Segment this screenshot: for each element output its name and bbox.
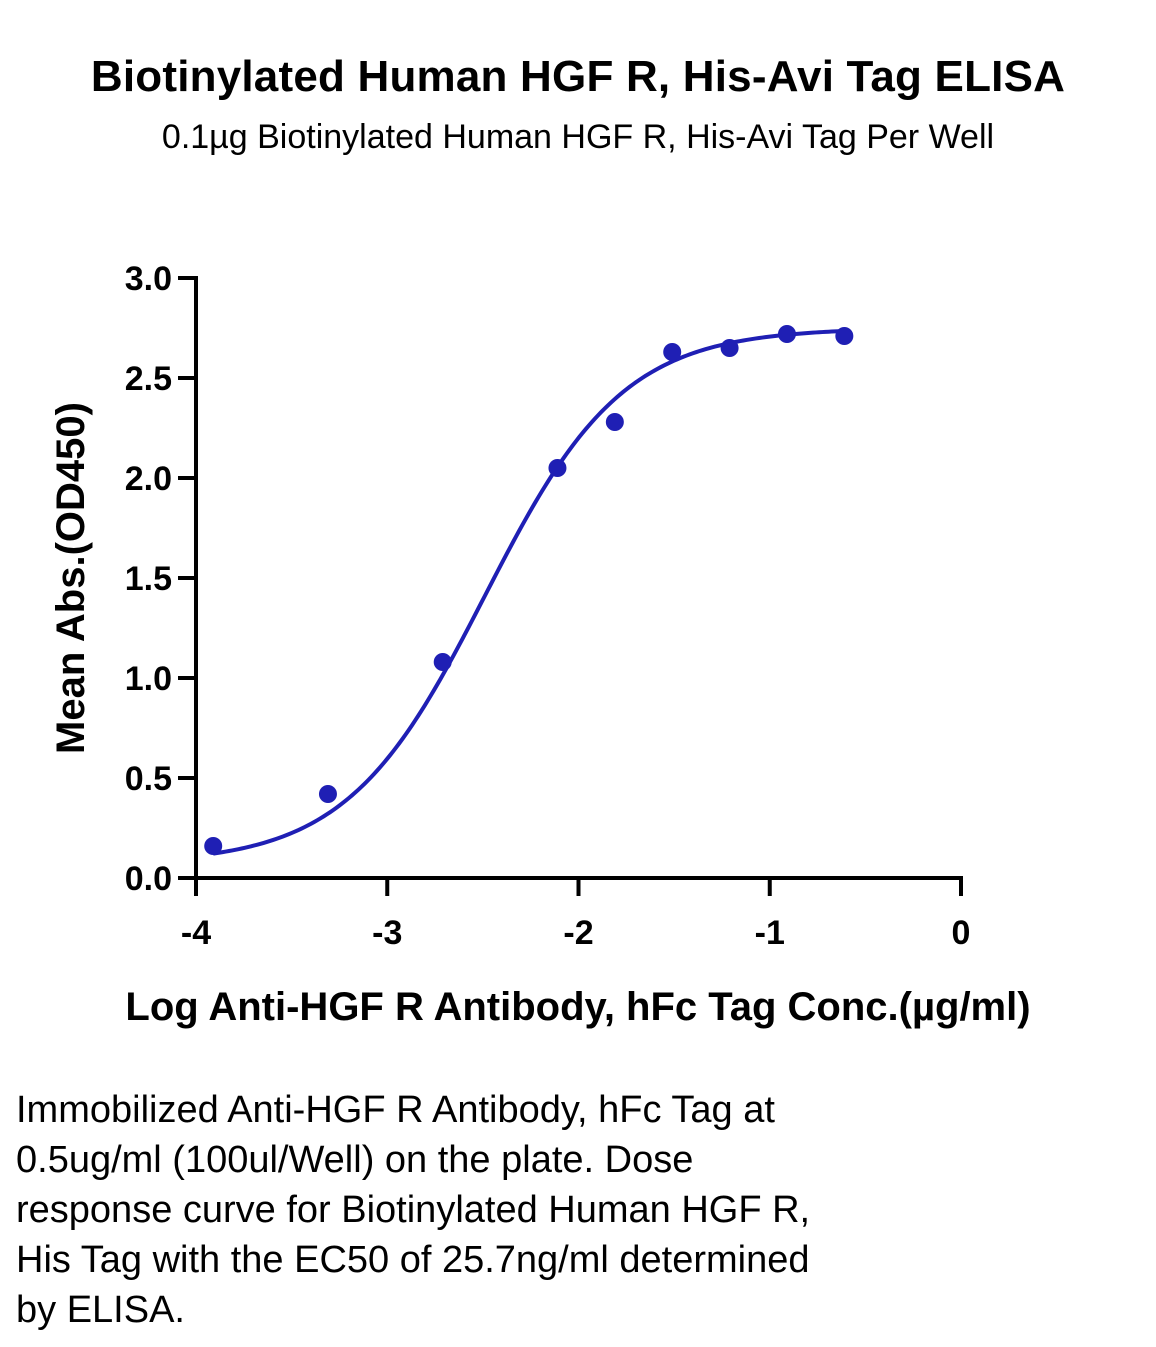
caption-line: Immobilized Anti-HGF R Antibody, hFc Tag…: [16, 1089, 775, 1131]
caption-line: 0.5ug/ml (100ul/Well) on the plate. Dose: [16, 1139, 694, 1181]
caption-line: His Tag with the EC50 of 25.7ng/ml deter…: [16, 1239, 810, 1281]
chart-svg: 0.0 0.5 1.0 1.5 2.0 2.5 3.0 -4 -3 -2 -1 0 Mean Abs.…: [49, 260, 1031, 1029]
caption-line: response curve for Biotinylated Human HG…: [16, 1189, 811, 1231]
data-point: [777, 325, 796, 343]
x-tick-label: -1: [755, 914, 785, 952]
caption-line: by ELISA.: [16, 1289, 185, 1331]
data-point: [835, 327, 854, 345]
data-point: [318, 785, 337, 803]
y-tick-label: 1.0: [125, 660, 172, 698]
y-axis-label: Mean Abs.(OD450): [49, 402, 93, 754]
x-tick-label: 0: [952, 914, 971, 952]
y-tick-label: 0.0: [125, 860, 172, 898]
data-points-layer: [204, 325, 854, 855]
data-point: [433, 653, 452, 671]
data-point: [204, 837, 223, 855]
y-tick-label: 2.5: [125, 360, 172, 398]
fit-curve: [212, 328, 845, 856]
y-tick-label: 1.5: [125, 560, 172, 598]
fit-curve-layer: [212, 328, 845, 856]
x-tick-label: -3: [372, 914, 402, 952]
data-point: [663, 343, 682, 361]
chart-subtitle: 0.1µg Biotinylated Human HGF R, His-Avi …: [161, 118, 995, 156]
y-tick-label: 0.5: [125, 760, 172, 798]
x-tick-label: -4: [181, 914, 211, 952]
x-tick-label: -2: [563, 914, 593, 952]
data-point: [720, 339, 739, 357]
data-point: [548, 459, 567, 477]
figure-caption: Immobilized Anti-HGF R Antibody, hFc Tag…: [16, 1085, 1136, 1335]
x-axis-label: Log Anti-HGF R Antibody, hFc Tag Conc.(µ…: [125, 985, 1030, 1029]
y-tick-label: 2.0: [125, 460, 172, 498]
y-tick-label: 3.0: [125, 260, 172, 298]
axes: 0.0 0.5 1.0 1.5 2.0 2.5 3.0 -4 -3 -2 -1 0: [125, 260, 971, 952]
data-point: [605, 413, 624, 431]
chart-title: Biotinylated Human HGF R, His-Avi Tag EL…: [90, 52, 1066, 101]
